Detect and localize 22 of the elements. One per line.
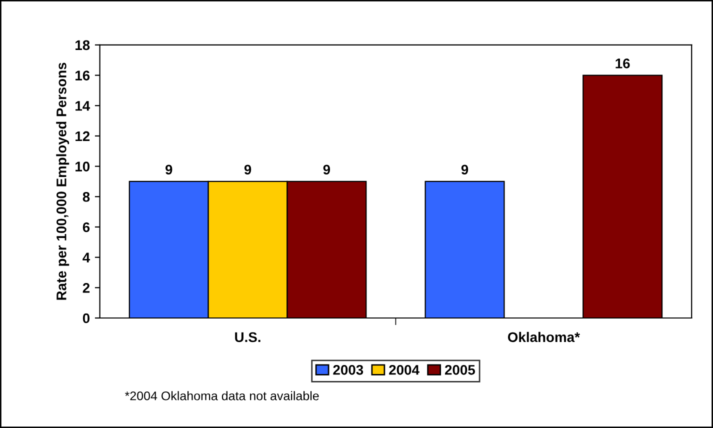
y-tick-label: 0 [82,313,90,324]
legend-label: 2004 [389,364,420,375]
data-label: 9 [461,164,468,175]
y-tick-label: 10 [76,162,90,172]
y-tick-label: 12 [76,131,90,141]
data-label: 16 [616,58,630,68]
y-tick-label: 14 [76,101,90,111]
legend-label: 2005 [444,364,476,375]
y-tick-label: 16 [76,70,90,80]
x-tick-label: Oklahoma* [508,332,580,342]
legend-label: 2003 [333,364,364,375]
y-tick-label: 8 [82,192,90,202]
data-label: 9 [165,164,172,175]
x-tick-label: U.S. [235,332,260,342]
data-label: 9 [323,164,330,175]
y-tick-label: 6 [82,222,90,232]
y-tick-label: 18 [76,40,90,50]
y-axis-title: Rate per 100,000 Employed Persons [56,62,70,300]
y-tick-label: 4 [82,252,90,262]
data-label: 9 [244,164,252,175]
y-tick-label: 2 [82,283,90,293]
text: *2004 Oklahoma data not available [124,391,319,400]
